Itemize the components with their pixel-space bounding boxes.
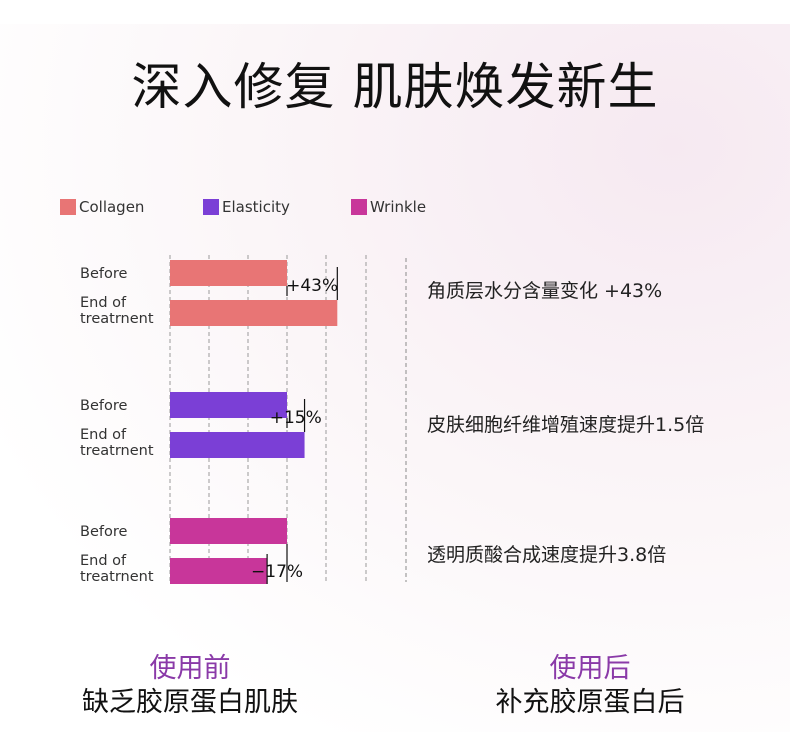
bar-collagen-after	[170, 300, 338, 326]
row-label-elasticity-after-line-1: treatrnent	[80, 443, 154, 459]
before-section: 使用前 缺乏胶原蛋白肌肤	[70, 652, 310, 720]
legend-item-collagen: Collagen	[60, 198, 144, 216]
chart-legend: Collagen Elasticity Wrinkle	[0, 198, 790, 220]
bar-elasticity-before	[170, 392, 287, 418]
bar-elasticity-after	[170, 432, 305, 458]
legend-swatch-wrinkle	[351, 199, 367, 215]
after-subheading: 补充胶原蛋白后	[495, 687, 685, 718]
change-label-elasticity: +15%	[270, 408, 322, 428]
legend-label-elasticity: Elasticity	[222, 198, 290, 216]
after-section: 使用后 补充胶原蛋白后	[470, 652, 710, 720]
row-label-collagen-after-line-0: End of	[80, 295, 127, 311]
row-label-wrinkle-after-line-1: treatrnent	[80, 569, 154, 585]
legend-label-collagen: Collagen	[79, 198, 145, 216]
annotation-collagen: 角质层水分含量变化 +43%	[427, 280, 663, 302]
bar-collagen-before	[170, 260, 287, 286]
after-heading: 使用后	[549, 653, 631, 684]
change-label-wrinkle: −17%	[251, 562, 303, 582]
legend-swatch-collagen	[60, 199, 76, 215]
row-label-collagen-after-line-1: treatrnent	[80, 311, 154, 327]
before-heading: 使用前	[149, 653, 231, 684]
bar-wrinkle-before	[170, 518, 287, 544]
before-subheading: 缺乏胶原蛋白肌肤	[82, 687, 298, 718]
legend-label-wrinkle: Wrinkle	[370, 198, 427, 216]
legend-item-elasticity: Elasticity	[203, 198, 290, 216]
row-label-elasticity-before: Before	[80, 398, 127, 414]
row-label-collagen-before: Before	[80, 266, 127, 282]
change-label-collagen: +43%	[286, 276, 338, 296]
page-title: 深入修复 肌肤焕发新生	[131, 58, 659, 116]
row-label-wrinkle-after-line-0: End of	[80, 553, 127, 569]
legend-item-wrinkle: Wrinkle	[351, 198, 426, 216]
annotation-wrinkle: 透明质酸合成速度提升3.8倍	[427, 544, 667, 566]
row-label-wrinkle-before: Before	[80, 524, 127, 540]
bar-wrinkle-after	[170, 558, 268, 584]
top-strip	[0, 0, 790, 24]
legend-swatch-elasticity	[203, 199, 219, 215]
row-label-elasticity-after-line-0: End of	[80, 427, 127, 443]
annotation-elasticity: 皮肤细胞纤维增殖速度提升1.5倍	[427, 414, 705, 436]
